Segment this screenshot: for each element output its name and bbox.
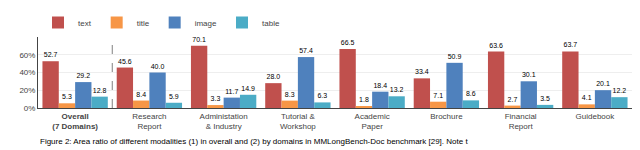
- svg-text:28.0: 28.0: [267, 73, 281, 80]
- svg-text:3.3: 3.3: [211, 95, 221, 102]
- svg-text:40.0: 40.0: [151, 63, 165, 70]
- svg-text:8.3: 8.3: [285, 91, 295, 98]
- svg-text:ResearchReport: ResearchReport: [132, 112, 166, 131]
- svg-text:3.5: 3.5: [540, 95, 550, 102]
- svg-text:text: text: [78, 19, 92, 28]
- svg-text:14.9: 14.9: [241, 85, 255, 92]
- svg-text:60%: 60%: [19, 51, 35, 60]
- svg-text:29.2: 29.2: [76, 72, 90, 79]
- svg-text:66.5: 66.5: [341, 39, 355, 46]
- svg-text:AcademicPaper: AcademicPaper: [355, 112, 390, 131]
- svg-text:12.2: 12.2: [613, 87, 627, 94]
- svg-text:7.1: 7.1: [433, 92, 443, 99]
- svg-text:8.6: 8.6: [466, 90, 476, 97]
- svg-text:Overall(7 Domains): Overall(7 Domains): [52, 112, 98, 131]
- svg-text:6.3: 6.3: [317, 92, 327, 99]
- svg-text:40%: 40%: [19, 68, 35, 77]
- svg-text:12.8: 12.8: [93, 87, 107, 94]
- svg-text:63.7: 63.7: [564, 41, 578, 48]
- svg-text:33.4: 33.4: [415, 68, 429, 75]
- svg-text:Figure 2: Area ratio of differ: Figure 2: Area ratio of different modali…: [40, 137, 468, 146]
- svg-text:63.6: 63.6: [489, 42, 503, 49]
- svg-text:5.3: 5.3: [62, 93, 72, 100]
- svg-text:Tutorial &Workshop: Tutorial &Workshop: [280, 112, 316, 131]
- svg-text:image: image: [195, 19, 217, 28]
- svg-text:Brochure: Brochure: [430, 112, 463, 121]
- svg-text:title: title: [137, 19, 150, 28]
- svg-text:52.7: 52.7: [44, 51, 58, 58]
- svg-text:50.9: 50.9: [448, 53, 462, 60]
- svg-text:20.1: 20.1: [596, 80, 610, 87]
- svg-text:70.1: 70.1: [192, 36, 206, 43]
- svg-text:18.4: 18.4: [373, 82, 387, 89]
- svg-text:4.1: 4.1: [582, 94, 592, 101]
- svg-text:20%: 20%: [19, 86, 35, 95]
- svg-text:11.7: 11.7: [225, 88, 238, 95]
- svg-text:30.1: 30.1: [522, 71, 536, 78]
- svg-text:0%: 0%: [24, 104, 36, 113]
- svg-text:FinancialReport: FinancialReport: [505, 112, 537, 131]
- svg-text:57.4: 57.4: [299, 47, 313, 54]
- svg-text:45.6: 45.6: [118, 58, 132, 65]
- svg-text:Administation& Industry: Administation& Industry: [200, 112, 248, 131]
- svg-text:13.2: 13.2: [390, 86, 404, 93]
- svg-text:1.8: 1.8: [359, 96, 369, 103]
- svg-text:table: table: [262, 19, 280, 28]
- svg-text:8.4: 8.4: [136, 91, 146, 98]
- svg-text:2.7: 2.7: [508, 96, 518, 103]
- svg-text:5.9: 5.9: [169, 93, 179, 100]
- svg-text:Guidebook: Guidebook: [576, 112, 616, 121]
